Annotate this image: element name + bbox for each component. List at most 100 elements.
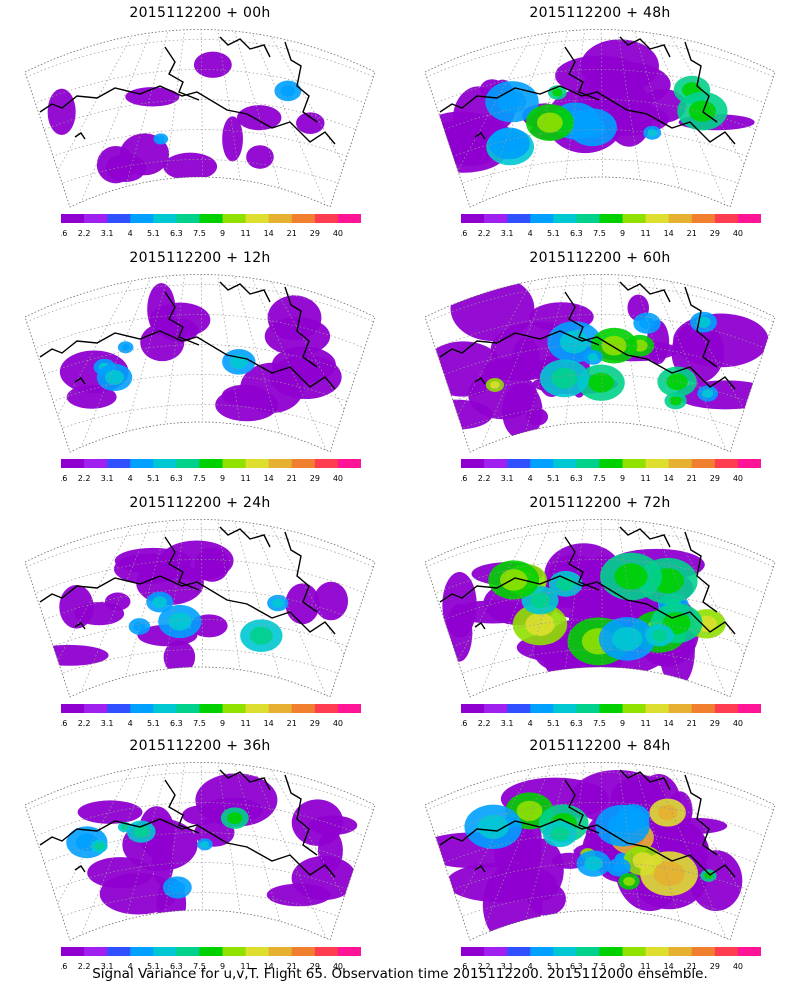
graticule-parallel	[25, 374, 375, 418]
colorbar-label: 5.1	[147, 474, 160, 483]
colorbar-swatch	[645, 214, 670, 223]
colorbar-swatch	[691, 947, 716, 956]
colorbar-swatch	[314, 214, 339, 223]
colorbar-swatch	[84, 947, 108, 956]
colorbar-swatch	[245, 947, 270, 956]
variance-blob	[442, 572, 477, 638]
colorbar-swatch	[461, 704, 485, 713]
variance-blob	[168, 612, 192, 631]
colorbar-label: 4	[528, 719, 533, 728]
colorbar-label: 5.1	[147, 229, 160, 238]
colorbar-label: 1.6	[61, 962, 67, 971]
coastline	[39, 36, 336, 145]
variance-blob	[612, 862, 626, 873]
colorbar-swatch	[599, 214, 623, 223]
variance-blob	[584, 856, 603, 871]
colorbar-label: 3.1	[101, 474, 114, 483]
colorbar-label: 40	[333, 474, 343, 483]
variance-blob	[193, 51, 232, 78]
colorbar-swatch	[268, 704, 293, 713]
colorbar-swatch	[314, 947, 339, 956]
colorbar-label: 7.5	[193, 719, 206, 728]
colorbar-swatch	[176, 459, 200, 468]
graticule-meridian	[200, 29, 204, 207]
graticule-meridian	[76, 762, 158, 940]
variance-blob	[647, 128, 658, 137]
variance-blob	[653, 861, 685, 886]
variance-blob	[497, 90, 527, 114]
colorbar: 1.6 2.2 3.1 4 5.1 6.3 7.5 9 11 14 21 29 40	[61, 214, 361, 238]
variance-blob	[583, 62, 671, 107]
variance-blob	[611, 626, 643, 651]
variance-blob	[120, 824, 129, 830]
graticule-meridian	[600, 29, 604, 207]
colorbar-label: 29	[710, 229, 720, 238]
colorbar-label: 5.1	[147, 719, 160, 728]
colorbar-label: 11	[641, 474, 651, 483]
graticule-parallel	[425, 189, 775, 207]
colorbar-label: 6.3	[570, 474, 583, 483]
variance-blob	[526, 408, 549, 426]
colorbar-label: 7.5	[593, 474, 606, 483]
variance-blob	[121, 344, 130, 351]
variance-blob	[104, 369, 125, 385]
variance-blob	[169, 881, 186, 894]
variance-blob	[450, 275, 535, 341]
colorbar-swatch	[576, 704, 600, 713]
graticule-meridian	[630, 519, 688, 697]
colorbar-swatch	[507, 459, 531, 468]
graticule-parallel	[25, 129, 375, 173]
graticule-meridian	[244, 762, 330, 940]
graticule-meridian	[659, 274, 772, 452]
graticule-meridian	[560, 274, 587, 452]
colorbar-swatch	[245, 459, 270, 468]
colorbar-swatch	[622, 459, 647, 468]
colorbar-swatch	[530, 704, 554, 713]
colorbar-swatch	[153, 214, 177, 223]
graticule-parallel	[25, 559, 375, 603]
graticule-meridian	[659, 29, 772, 207]
polar-stereographic-map	[424, 29, 776, 208]
colorbar-swatch	[461, 214, 485, 223]
polar-stereographic-map	[424, 274, 776, 453]
variance-blob	[163, 152, 218, 181]
colorbar-label: 9	[620, 962, 625, 971]
forecast-panel: 2015112200 + 72h 1.6 2.2 3.1 4 5.1 6.3 7.5 9 11 14…	[400, 495, 800, 740]
colorbar-swatch	[645, 459, 670, 468]
colorbar-swatch	[530, 214, 554, 223]
colorbar-swatch	[668, 947, 693, 956]
graticule-parallel	[425, 129, 775, 173]
colorbar-label: 4	[528, 962, 533, 971]
variance-blob	[527, 882, 566, 916]
graticule-parallel	[25, 284, 375, 328]
graticule-meridian	[630, 762, 688, 940]
colorbar-label: 9	[620, 719, 625, 728]
colorbar-swatch	[291, 459, 316, 468]
polar-stereographic-map	[424, 762, 776, 941]
variance-blob	[673, 313, 769, 368]
graticule-meridian	[476, 29, 558, 207]
colorbar-label: 40	[733, 962, 743, 971]
variance-blob	[550, 826, 570, 842]
colorbar-label: 11	[641, 719, 651, 728]
graticule-parallel	[25, 159, 375, 203]
variance-blob	[516, 800, 543, 822]
colorbar-swatch	[107, 459, 131, 468]
graticule-meridian	[600, 762, 604, 940]
colorbar-label: 40	[733, 474, 743, 483]
colorbar-swatch	[714, 459, 739, 468]
colorbar-swatch	[737, 214, 761, 223]
colorbar: 1.6 2.2 3.1 4 5.1 6.3 7.5 9 11 14 21 29 40	[61, 947, 361, 971]
variance-blob	[498, 134, 521, 153]
colorbar-label: 6.3	[570, 229, 583, 238]
graticule-parallel	[25, 314, 375, 358]
graticule-meridian	[560, 762, 587, 940]
variance-blob	[125, 87, 180, 107]
graticule-parallel	[425, 314, 775, 358]
variance-blob	[66, 385, 117, 409]
graticule-parallel	[25, 99, 375, 143]
colorbar-label: 4	[128, 962, 133, 971]
colorbar-swatch	[61, 459, 85, 468]
colorbar-swatch	[576, 214, 600, 223]
colorbar-swatch	[461, 459, 485, 468]
